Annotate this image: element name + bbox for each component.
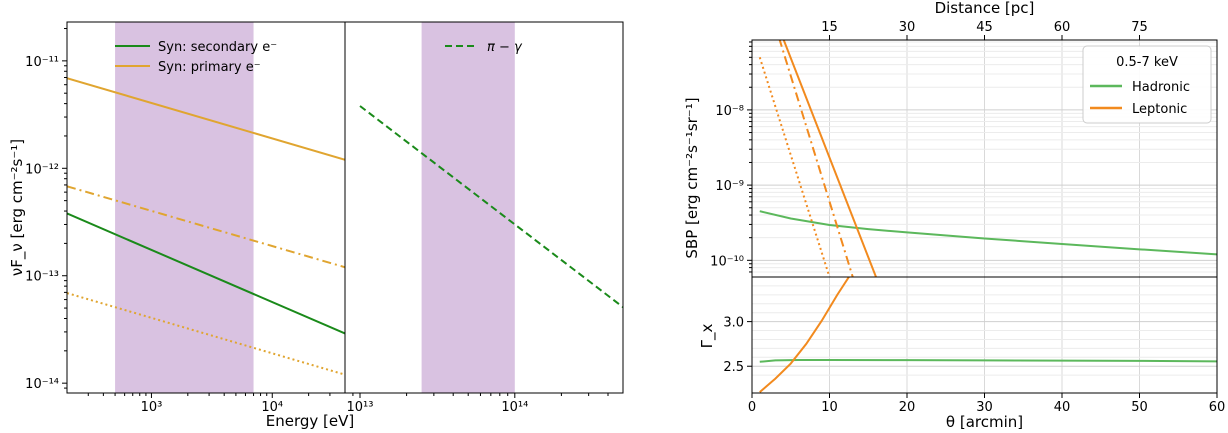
- legend-label: Hadronic: [1132, 80, 1190, 95]
- x-tick-label: 40: [1054, 400, 1071, 415]
- top-x-tick-label: 75: [1131, 20, 1148, 35]
- top-x-axis-label: Distance [pc]: [935, 0, 1035, 17]
- y-tick-label: 10⁻¹¹: [25, 55, 59, 70]
- y-tick-label: 10⁻⁹: [715, 179, 744, 194]
- x-tick-label: 0: [748, 400, 756, 415]
- x-tick-label: 20: [899, 400, 916, 415]
- series-line-3: [67, 212, 345, 335]
- x-tick-label: 10¹³: [347, 400, 374, 415]
- series-line-2: [67, 292, 345, 376]
- series-line-1: [759, 277, 850, 393]
- legend-title: 0.5-7 keV: [1116, 55, 1178, 70]
- x-tick-label: 10: [821, 400, 838, 415]
- x-tick-label: 60: [1209, 400, 1226, 415]
- x-tick-label: 10¹⁴: [501, 400, 528, 415]
- legend-label: Syn: primary e⁻: [158, 60, 261, 75]
- x-tick-label: 50: [1131, 400, 1148, 415]
- series-line-0: [759, 358, 1217, 363]
- axes-frame: [344, 21, 624, 394]
- right-top-panel-surface-brightness: 10⁻¹⁰ 10⁻⁹ 10⁻⁸ 15 30 45 60 75 Distance [pc] SBP …: [683, 0, 1218, 278]
- x-tick-label: 10³: [141, 400, 163, 415]
- x-axis-label: Energy [eV]: [266, 412, 354, 430]
- legend-label: Syn: secondary e⁻: [158, 40, 277, 55]
- series-line-1: [782, 40, 877, 277]
- y-tick-label: 10⁻¹²: [25, 162, 59, 177]
- middle-panel-pion-spectrum: 10¹³ 10¹⁴ π − γ: [344, 21, 624, 415]
- shaded-band: [115, 22, 254, 393]
- shaded-band: [421, 22, 515, 393]
- legend-label: Leptonic: [1132, 102, 1187, 117]
- top-x-tick-label: 60: [1054, 20, 1071, 35]
- right-bottom-panel-photon-index: 2.5 3.0 0 10 20 30 40 50 60 θ [arcmin] Γ_x: [698, 276, 1226, 431]
- y-tick-label: 10⁻¹⁴: [25, 377, 59, 392]
- y-axis-label: νF_ν [erg cm⁻²s⁻¹]: [8, 139, 27, 276]
- x-tick-label: 10⁴: [261, 400, 283, 415]
- series-line-3: [758, 57, 831, 277]
- x-tick-label: 30: [976, 400, 993, 415]
- x-axis-label: θ [arcmin]: [946, 413, 1023, 431]
- series-line-1: [67, 185, 345, 269]
- series-line-2: [778, 40, 854, 277]
- y-tick-label: 10⁻¹³: [25, 270, 59, 285]
- legend-label: π − γ: [487, 40, 523, 55]
- y-axis-label: SBP [erg cm⁻²s⁻¹sr⁻¹]: [683, 97, 701, 258]
- top-x-tick-label: 15: [821, 20, 838, 35]
- y-tick-label: 2.5: [723, 360, 744, 375]
- series-line-0: [67, 77, 345, 161]
- series-line-0: [759, 210, 1217, 256]
- y-axis-label: Γ_x: [698, 324, 717, 349]
- y-tick-label: 10⁻¹⁰: [710, 254, 744, 269]
- top-x-tick-label: 30: [899, 20, 916, 35]
- y-tick-label: 3.0: [723, 316, 744, 331]
- legend-box: [1082, 45, 1212, 124]
- y-tick-label: 10⁻⁸: [715, 104, 744, 119]
- top-x-tick-label: 45: [976, 20, 993, 35]
- axes-frame: [751, 276, 1218, 394]
- series-line-0: [359, 105, 623, 308]
